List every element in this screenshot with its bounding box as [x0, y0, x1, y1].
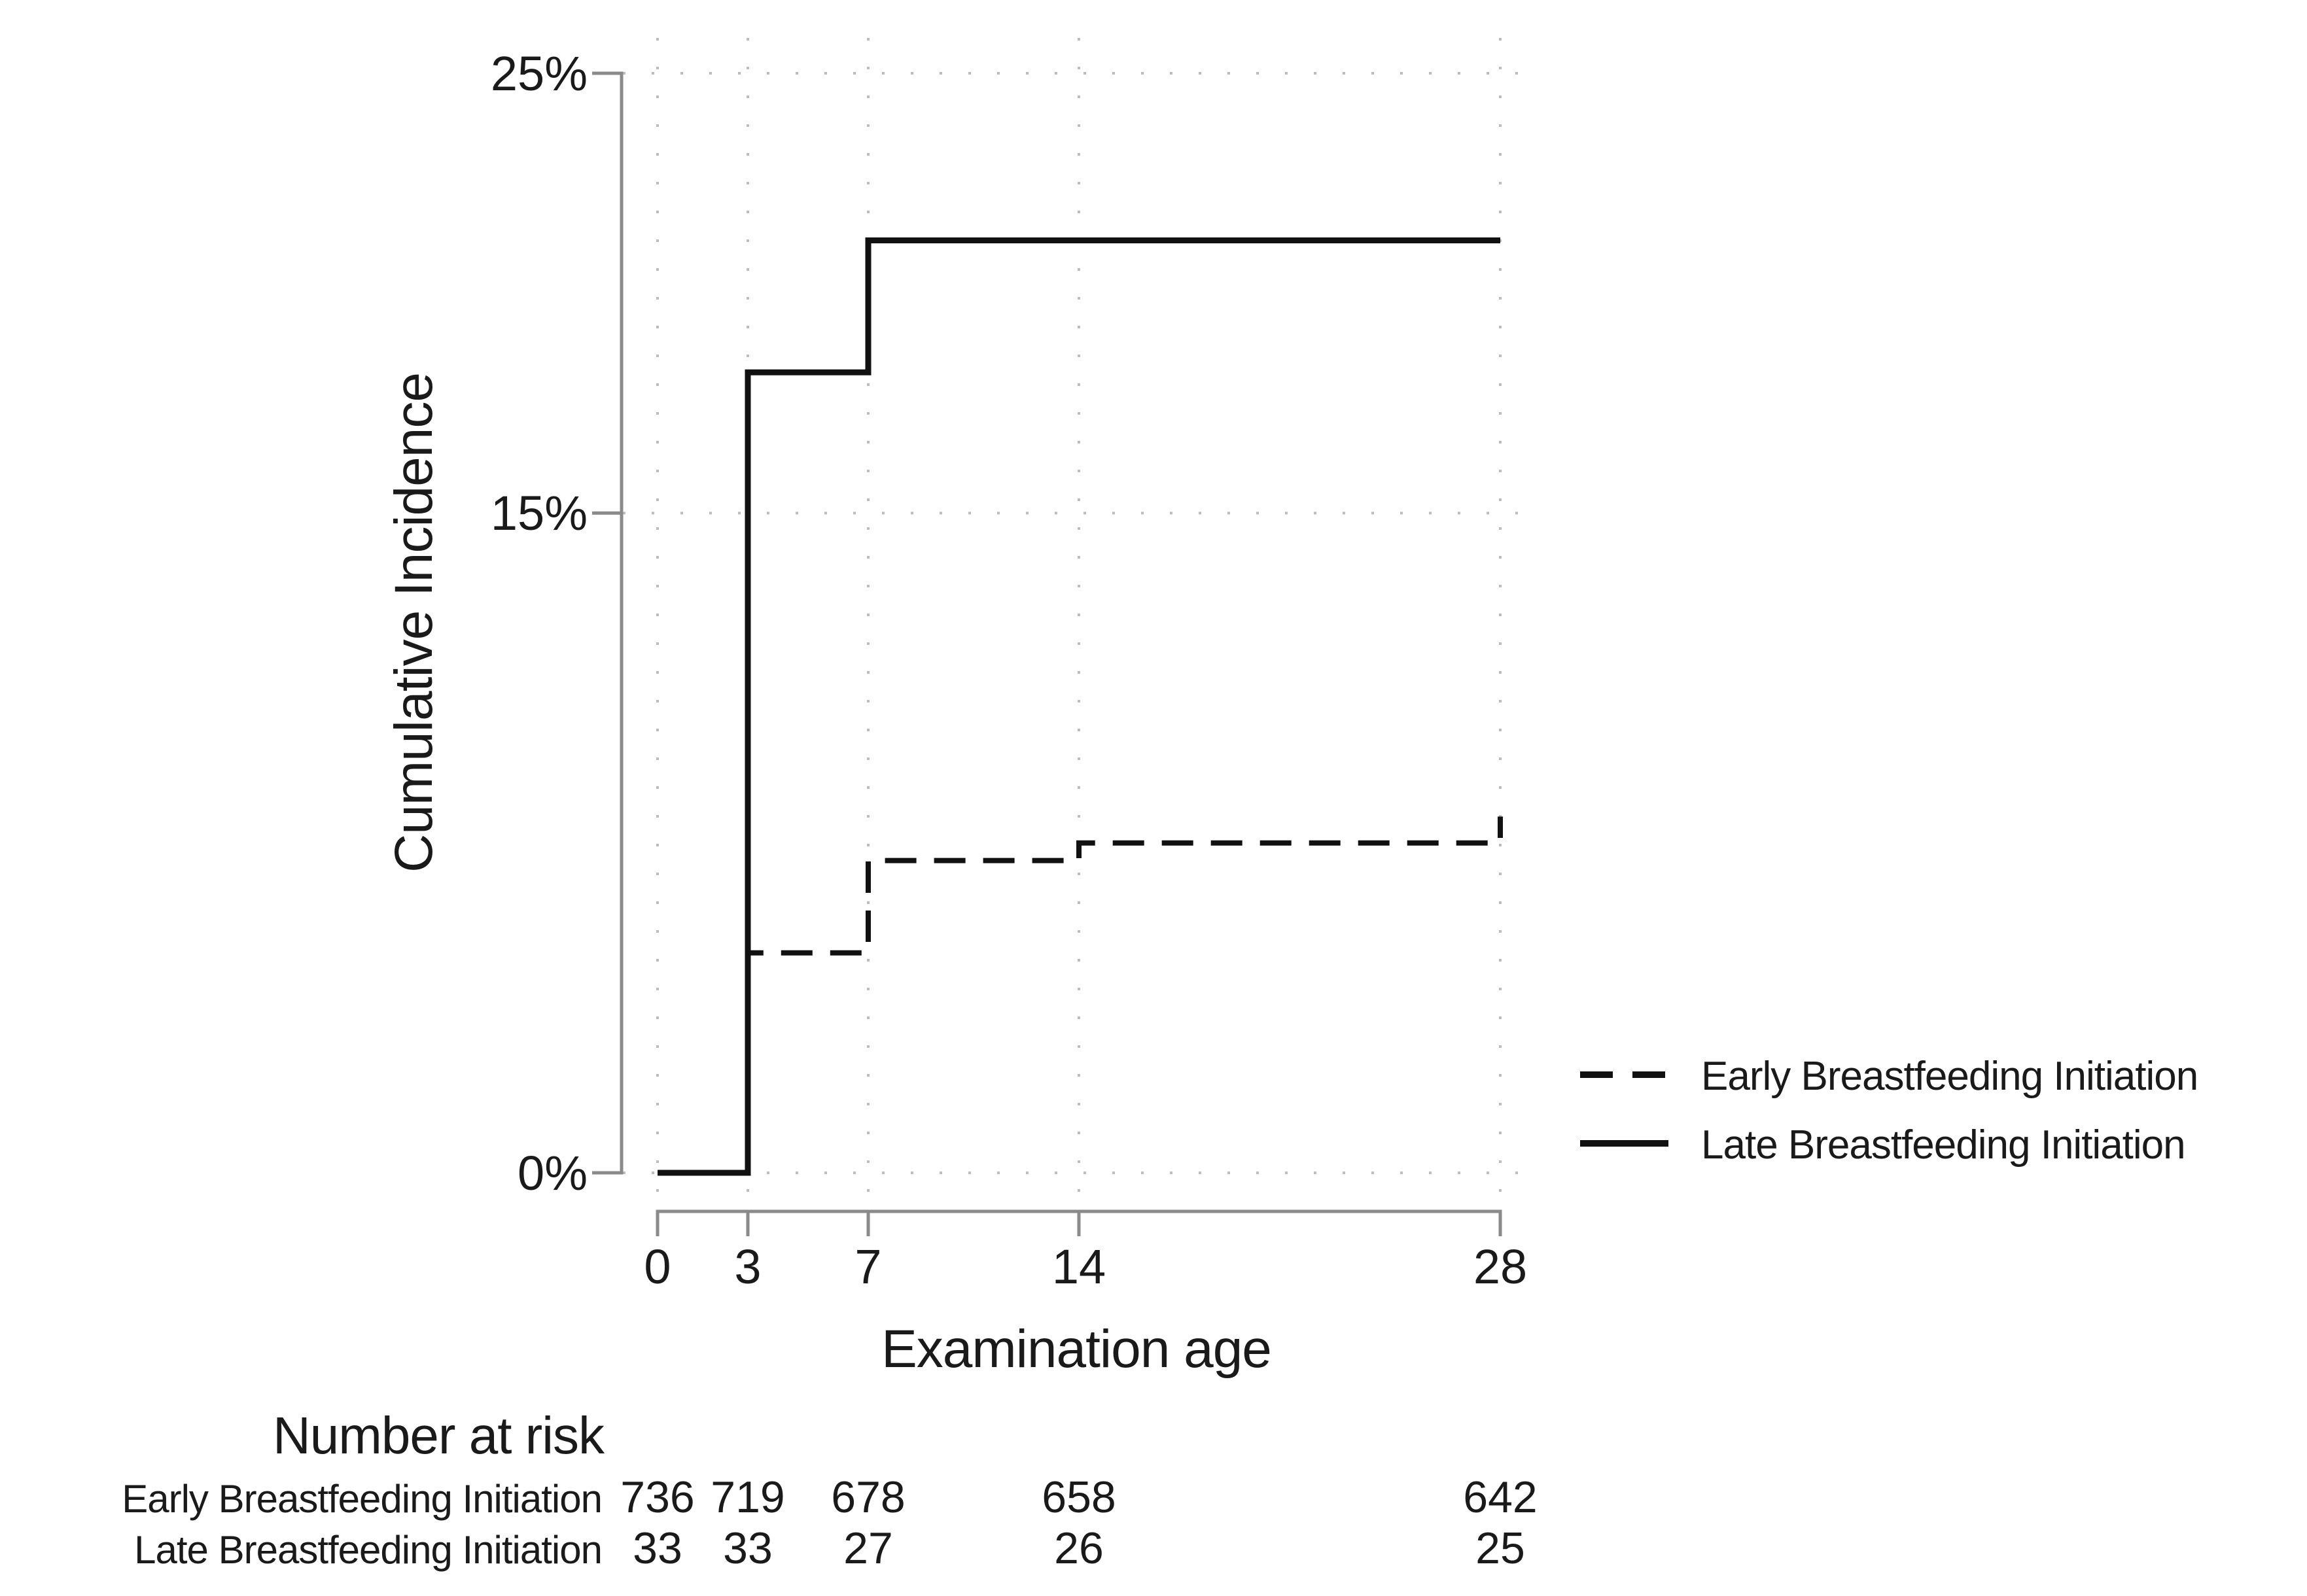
risk-row-label-late: Late Breastfeeding Initiation	[134, 1528, 602, 1572]
gridlines	[623, 38, 1529, 1201]
x-tick-label-7: 7	[854, 1240, 881, 1294]
curve-early-breastfeeding-initiation	[658, 816, 1503, 1175]
risk-value-row0-t3: 719	[711, 1472, 784, 1522]
legend: Early Breastfeeding Initiation Late Brea…	[1580, 1054, 2198, 1168]
x-tick-label-28: 28	[1473, 1240, 1527, 1294]
legend-label-late: Late Breastfeeding Initiation	[1701, 1122, 2185, 1168]
y-tick-label-15: 15%	[491, 486, 588, 540]
curves	[658, 237, 1503, 1176]
y-tick-label-0: 0%	[518, 1146, 588, 1200]
risk-value-row0-t14: 658	[1042, 1472, 1116, 1522]
legend-label-early: Early Breastfeeding Initiation	[1701, 1054, 2198, 1099]
y-axis-line	[592, 71, 624, 1175]
risk-table: Number at risk Early Breastfeeding Initi…	[122, 1406, 606, 1572]
risk-value-row1-t14: 26	[1054, 1523, 1104, 1573]
risk-table-values: 736 719 678 658 642 33 33 27 26 25	[620, 1472, 1537, 1573]
x-tick-label-3: 3	[734, 1240, 761, 1294]
risk-value-row1-t28: 25	[1475, 1523, 1525, 1573]
risk-value-row0-t0: 736	[620, 1472, 694, 1522]
risk-value-row1-t7: 27	[843, 1523, 893, 1573]
risk-row-label-early: Early Breastfeeding Initiation	[122, 1477, 602, 1521]
risk-value-row0-t28: 642	[1463, 1472, 1537, 1522]
y-tick-label-25: 25%	[491, 46, 588, 101]
risk-table-title: Number at risk	[273, 1406, 605, 1465]
x-tick-label-0: 0	[644, 1240, 671, 1294]
x-tick-labels: 0 3 7 14 28	[644, 1240, 1527, 1294]
axes	[592, 71, 1502, 1236]
x-tick-label-14: 14	[1052, 1240, 1106, 1294]
risk-value-row1-t0: 33	[633, 1523, 682, 1573]
x-axis-title: Examination age	[881, 1319, 1271, 1379]
y-axis-title: Cumulative Incidence	[384, 373, 444, 873]
curve-late-breastfeeding-initiation	[658, 237, 1500, 1176]
risk-value-row1-t3: 33	[723, 1523, 773, 1573]
risk-value-row0-t7: 678	[831, 1472, 905, 1522]
